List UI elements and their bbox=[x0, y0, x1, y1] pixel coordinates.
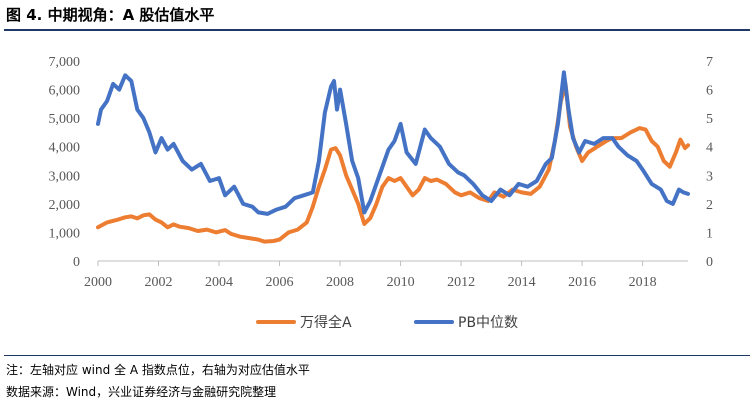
right-tick-label: 7 bbox=[706, 55, 713, 70]
x-tick-label: 2002 bbox=[145, 275, 173, 290]
legend: 万得全A PB中位数 bbox=[256, 314, 518, 331]
left-tick-label: 3,000 bbox=[49, 169, 81, 184]
x-tick-label: 2018 bbox=[629, 275, 657, 290]
series-line bbox=[96, 70, 690, 216]
figure-title: 图 4. 中期视角：A 股估值水平 bbox=[6, 6, 215, 24]
left-tick-label: 2,000 bbox=[49, 198, 81, 213]
dual-axis-line-chart: 0 1,000 2,000 3,000 4,000 5,000 6,000 7,000 0 1 2… bbox=[49, 55, 714, 331]
left-tick-label: 0 bbox=[73, 255, 80, 270]
right-tick-label: 6 bbox=[706, 84, 713, 99]
x-tick-label: 2006 bbox=[266, 275, 294, 290]
series-lines bbox=[96, 70, 690, 244]
right-axis: 0 1 2 3 4 5 6 7 bbox=[706, 55, 713, 270]
x-tick-label: 2014 bbox=[508, 275, 536, 290]
x-tick-label: 2010 bbox=[387, 275, 415, 290]
right-tick-label: 5 bbox=[706, 112, 713, 127]
left-tick-label: 1,000 bbox=[49, 226, 81, 241]
x-tick-label: 2004 bbox=[205, 275, 233, 290]
right-tick-label: 3 bbox=[706, 169, 713, 184]
x-tick-label: 2000 bbox=[84, 275, 112, 290]
x-tick-label: 2016 bbox=[568, 275, 596, 290]
footnote: 注：左轴对应 wind 全 A 指数点位，右轴为对应估值水平 bbox=[6, 363, 310, 377]
left-axis: 0 1,000 2,000 3,000 4,000 5,000 6,000 7,000 bbox=[49, 55, 81, 270]
legend-label: PB中位数 bbox=[458, 315, 518, 331]
right-tick-label: 1 bbox=[706, 226, 713, 241]
right-tick-label: 0 bbox=[706, 255, 713, 270]
left-tick-label: 4,000 bbox=[49, 141, 81, 156]
series-line bbox=[96, 81, 690, 244]
left-tick-label: 5,000 bbox=[49, 112, 81, 127]
x-tick-label: 2008 bbox=[326, 275, 354, 290]
right-tick-label: 2 bbox=[706, 198, 713, 213]
left-tick-label: 7,000 bbox=[49, 55, 81, 70]
left-tick-label: 6,000 bbox=[49, 84, 81, 99]
x-axis: 2000 2002 2004 2006 2008 2010 2012 2014 2016 2018 bbox=[84, 261, 657, 290]
legend-label: 万得全A bbox=[300, 314, 352, 331]
right-tick-label: 4 bbox=[706, 141, 713, 156]
title-rule bbox=[4, 29, 750, 31]
data-source: 数据来源：Wind，兴业证券经济与金融研究院整理 bbox=[6, 385, 277, 399]
x-tick-label: 2012 bbox=[447, 275, 475, 290]
note-rule bbox=[4, 355, 750, 356]
